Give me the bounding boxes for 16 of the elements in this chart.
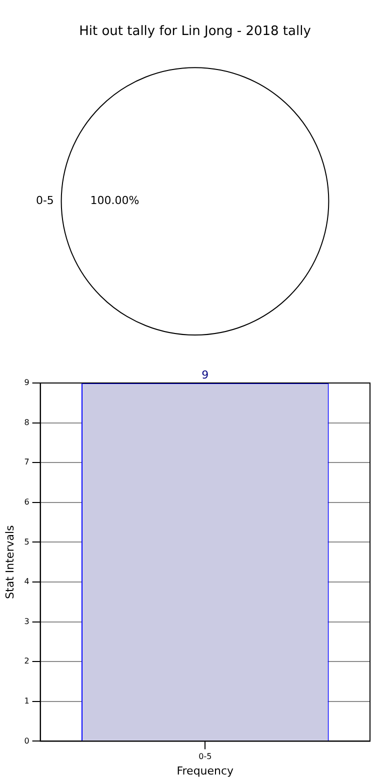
y-tick-label: 0 (24, 736, 30, 746)
y-tick-label: 9 (24, 378, 30, 388)
y-tick-label: 6 (24, 497, 30, 506)
y-tick-label: 1 (24, 696, 30, 706)
y-tick-label: 5 (24, 537, 30, 546)
y-tick-label: 8 (24, 418, 30, 427)
chart-title: Hit out tally for Lin Jong - 2018 tally (79, 24, 312, 40)
data-label: 100.00% (90, 194, 140, 208)
y-tick-label: 3 (24, 616, 30, 626)
y-tick-label: 4 (24, 577, 30, 586)
y-tick-label: 7 (24, 458, 30, 467)
x-axis-title: Frequency (176, 764, 234, 778)
y-tick-label: 2 (24, 656, 30, 666)
data-label: 9 (202, 368, 209, 382)
slice-label: 0-5 (36, 194, 54, 208)
y-axis-title: Stat Intervals (3, 524, 16, 599)
